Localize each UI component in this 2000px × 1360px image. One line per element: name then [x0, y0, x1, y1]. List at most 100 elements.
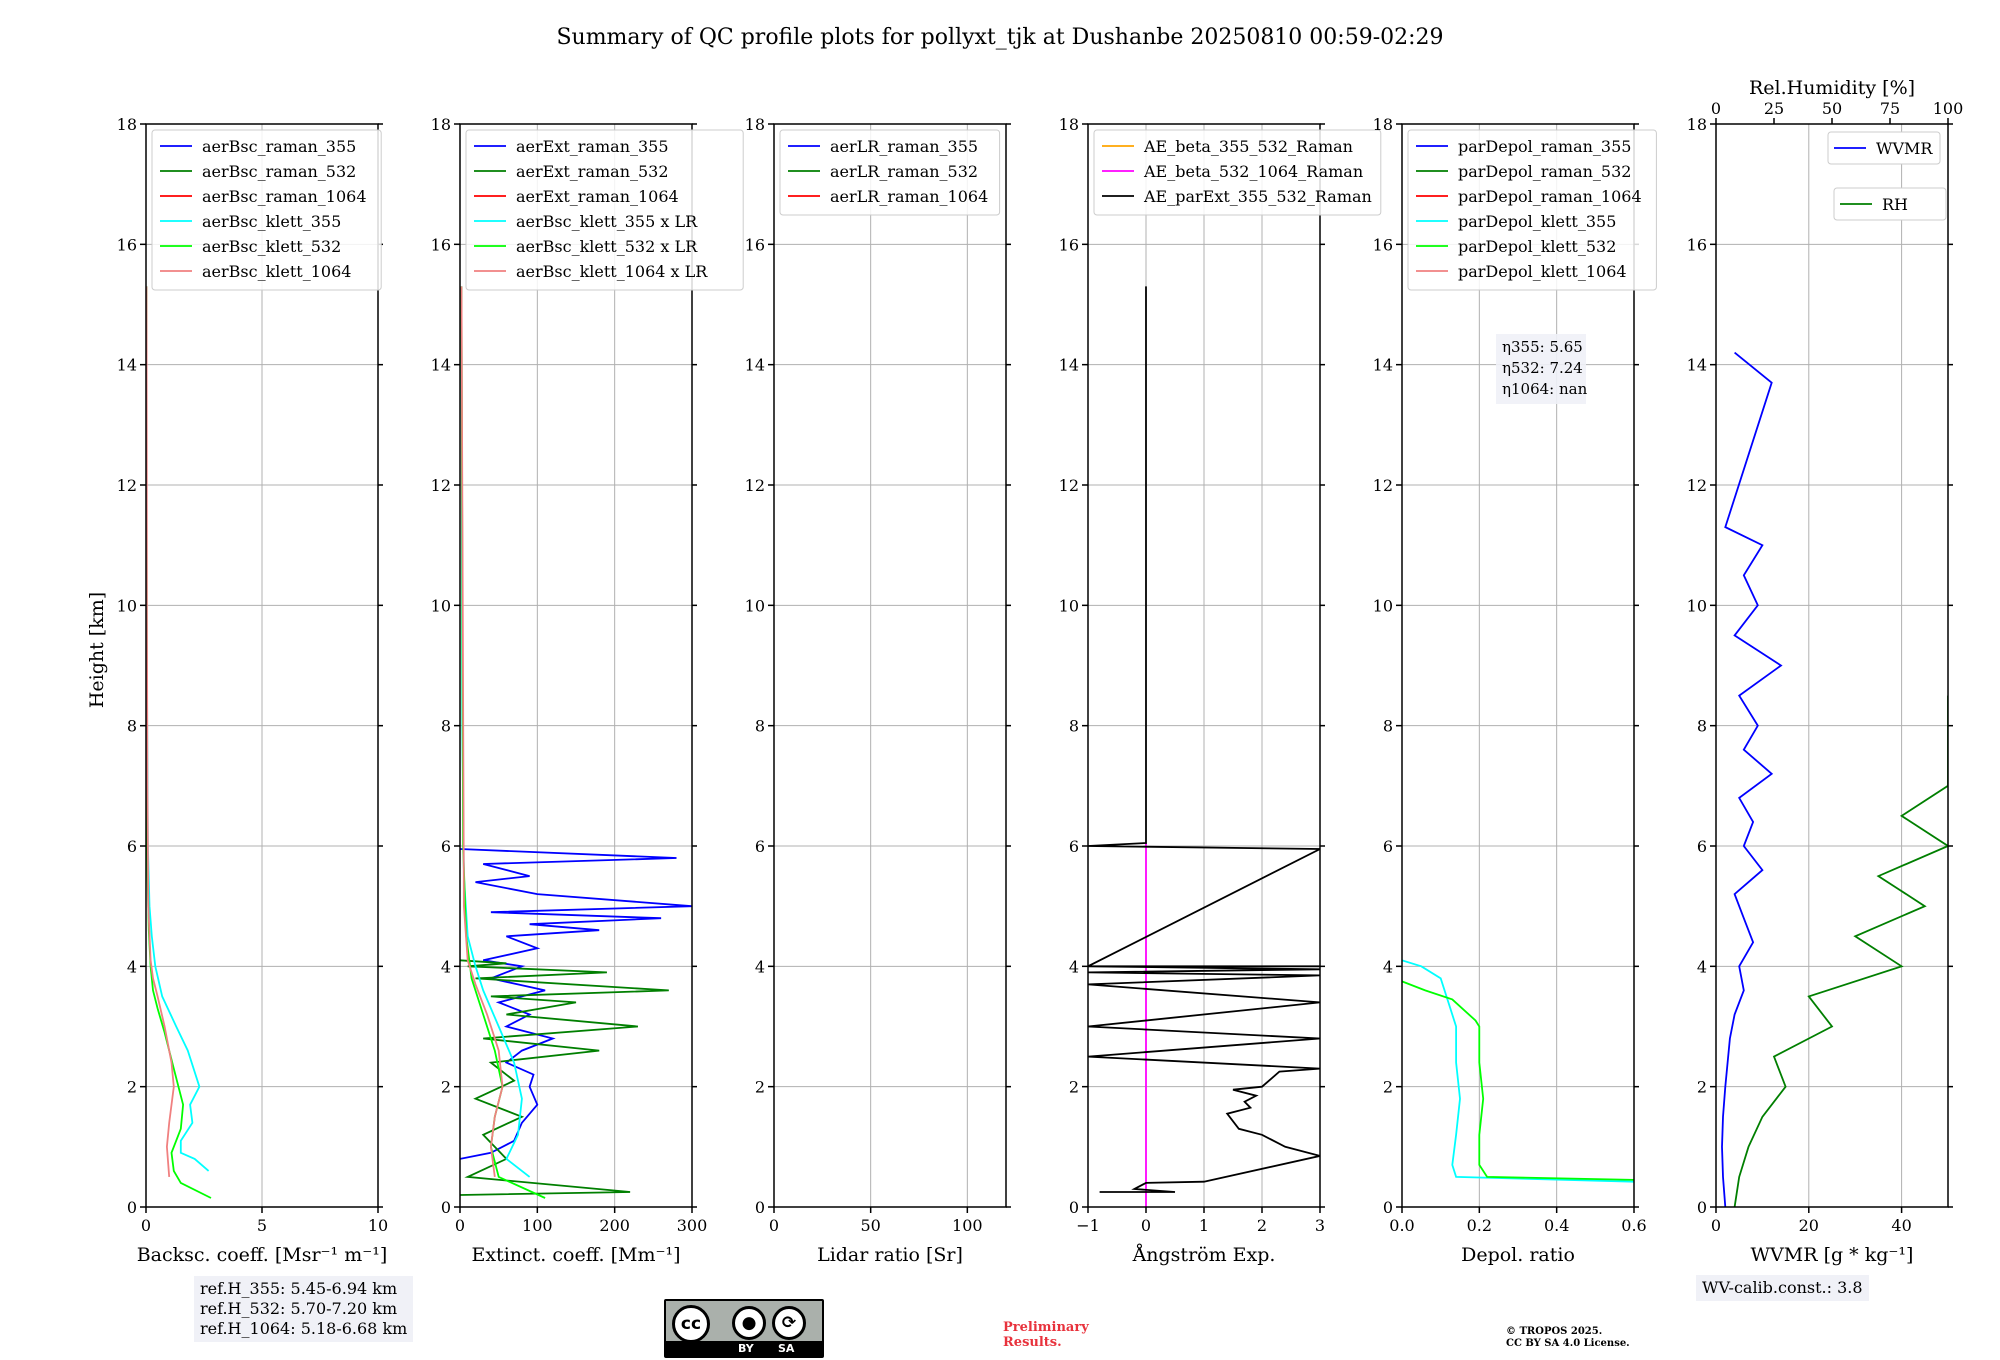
- reference-height-1064: ref.H_1064: 5.18-6.68 km: [200, 1319, 408, 1338]
- x-tick-label: 0: [1141, 1216, 1151, 1235]
- y-tick-label: 10: [117, 596, 137, 615]
- y-tick-label: 0: [1383, 1198, 1393, 1217]
- x-tick-label: 0.2: [1467, 1216, 1492, 1235]
- axes-frame: [459, 123, 693, 1208]
- panel-2: 0 100 200 300 0 2 4 6 8 10 12 14 16 18 Extinct. coeff.…: [431, 115, 744, 1266]
- legend-label: parDepol_klett_355: [1458, 212, 1616, 231]
- top-x-tick-label: 0: [1711, 99, 1721, 118]
- y-tick-label: 10: [745, 596, 765, 615]
- axes-frame: [1401, 123, 1635, 1208]
- y-tick-label: 12: [1059, 476, 1079, 495]
- y-tick-label: 0: [127, 1198, 137, 1217]
- x-axis-label: Lidar ratio [Sr]: [817, 1244, 963, 1266]
- legend-label: parDepol_klett_1064: [1458, 262, 1627, 281]
- y-axis-label: Height [km]: [86, 592, 108, 708]
- series-line-rh: [1733, 695, 1948, 1207]
- y-tick-label: 8: [755, 717, 765, 736]
- series-line-pardepol-klett-355: [1402, 959, 1634, 1183]
- top-x-tick-label: 25: [1764, 99, 1784, 118]
- legend-label: aerBsc_klett_355 x LR: [516, 212, 698, 231]
- reference-height-532: ref.H_532: 5.70-7.20 km: [200, 1299, 398, 1318]
- cc-license-badge: cc ● ⟳ BY SA: [664, 1299, 824, 1358]
- x-tick-label: 100: [952, 1216, 983, 1235]
- axes-frame: [145, 123, 379, 1208]
- y-tick-label: 12: [1687, 476, 1707, 495]
- legend-label: aerExt_raman_355: [516, 137, 669, 156]
- x-axis-label: Backsc. coeff. [Msr⁻¹ m⁻¹]: [137, 1244, 388, 1266]
- reference-height-box: ref.H_355: 5.45-6.94 km ref.H_532: 5.70-…: [194, 1276, 414, 1342]
- x-tick-label: 0: [455, 1216, 465, 1235]
- y-tick-label: 4: [127, 957, 137, 976]
- legend-label: aerBsc_raman_355: [202, 137, 356, 156]
- legend-label: parDepol_klett_532: [1458, 237, 1616, 256]
- y-tick-label: 4: [755, 957, 765, 976]
- legend-label: aerBsc_klett_532: [202, 237, 341, 256]
- x-tick-label: 0.0: [1389, 1216, 1414, 1235]
- y-tick-label: 4: [1069, 957, 1079, 976]
- legend-label: AE_beta_355_532_Raman: [1143, 137, 1353, 156]
- y-tick-label: 8: [441, 717, 451, 736]
- x-tick-label: −1: [1076, 1216, 1100, 1235]
- y-tick-label: 12: [431, 476, 451, 495]
- preliminary-note: Preliminary Results.: [1003, 1320, 1089, 1350]
- legend-label: RH: [1882, 195, 1908, 214]
- legend-label: aerLR_raman_355: [830, 137, 978, 156]
- legend-box: [151, 129, 382, 291]
- legend-label: parDepol_raman_532: [1458, 162, 1631, 181]
- y-tick-label: 14: [117, 356, 137, 375]
- y-tick-label: 14: [1687, 356, 1707, 375]
- x-tick-label: 40: [1891, 1216, 1911, 1235]
- copyright-line-1: © TROPOS 2025.: [1506, 1326, 1603, 1337]
- y-tick-label: 10: [1059, 596, 1079, 615]
- y-tick-label: 0: [1697, 1198, 1707, 1217]
- y-tick-label: 8: [1069, 717, 1079, 736]
- preliminary-line-1: Preliminary: [1003, 1320, 1089, 1335]
- y-tick-label: 12: [1373, 476, 1393, 495]
- eta-box-bg: [1496, 334, 1586, 404]
- series-line-aerbsc-klett-1064-x-lr: [460, 286, 504, 1178]
- series-line-aerbsc-klett-1064: [146, 286, 175, 1177]
- legend-label: aerBsc_klett_1064: [202, 262, 351, 281]
- reference-height-355: ref.H_355: 5.45-6.94 km: [200, 1279, 398, 1298]
- y-tick-label: 16: [1687, 235, 1707, 254]
- wv-calibration-box: WV-calib.const.: 3.8: [1696, 1275, 1869, 1301]
- y-tick-label: 16: [745, 235, 765, 254]
- x-tick-label: 2: [1257, 1216, 1267, 1235]
- wv-calibration-constant: WV-calib.const.: 3.8: [1702, 1278, 1863, 1297]
- y-tick-label: 18: [1373, 115, 1393, 134]
- x-tick-label: 300: [677, 1216, 708, 1235]
- y-tick-label: 8: [1697, 717, 1707, 736]
- y-tick-label: 18: [117, 115, 137, 134]
- y-tick-label: 18: [1059, 115, 1079, 134]
- y-tick-label: 6: [1697, 837, 1707, 856]
- cc-by-label: BY: [738, 1342, 754, 1355]
- top-x-tick-label: 50: [1822, 99, 1842, 118]
- legend-label: aerBsc_klett_1064 x LR: [516, 262, 708, 281]
- y-tick-label: 2: [755, 1078, 765, 1097]
- y-tick-label: 14: [745, 356, 765, 375]
- depol-eta-box: η355: 5.65 η532: 7.24 η1064: nan: [1496, 334, 1588, 404]
- legend-label: parDepol_raman_355: [1458, 137, 1631, 156]
- x-axis-label: WVMR [g * kg⁻¹]: [1751, 1244, 1914, 1266]
- y-tick-label: 6: [441, 837, 451, 856]
- series-line-aerbsc-klett-532: [146, 286, 212, 1199]
- cc-badge-bar: [666, 1341, 822, 1356]
- x-tick-label: 3: [1315, 1216, 1325, 1235]
- y-tick-label: 18: [1687, 115, 1707, 134]
- series-line-pardepol-klett-532: [1402, 980, 1634, 1181]
- legend-box: [465, 129, 744, 291]
- legend-label: aerBsc_raman_1064: [202, 187, 367, 206]
- legend-label: aerBsc_klett_355: [202, 212, 341, 231]
- x-axis-label: Extinct. coeff. [Mm⁻¹]: [471, 1244, 680, 1266]
- x-tick-label: 0: [141, 1216, 151, 1235]
- legend-label: parDepol_raman_1064: [1458, 187, 1642, 206]
- y-tick-label: 14: [431, 356, 451, 375]
- y-tick-label: 6: [127, 837, 137, 856]
- y-tick-label: 2: [1697, 1078, 1707, 1097]
- cc-icon: cc: [672, 1305, 710, 1343]
- y-tick-label: 10: [431, 596, 451, 615]
- y-tick-label: 0: [755, 1198, 765, 1217]
- y-tick-label: 14: [1373, 356, 1393, 375]
